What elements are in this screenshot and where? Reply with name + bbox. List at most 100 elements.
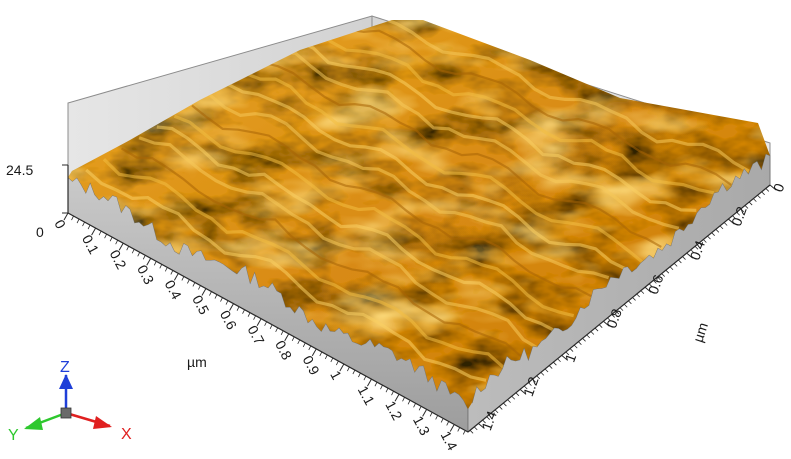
y-axis-minor-tick [698, 242, 703, 247]
x-axis-minor-tick [330, 357, 334, 363]
x-axis-tick [394, 393, 400, 402]
x-axis-minor-tick [269, 324, 273, 329]
surface-ridges [85, 16, 750, 382]
y-axis-tick [686, 252, 694, 259]
surface-ridge [102, 158, 505, 369]
y-axis-minor-tick [482, 419, 486, 424]
x-axis-minor-tick [104, 233, 107, 239]
x-axis-line [67, 212, 469, 433]
x-axis-minor-tick [374, 381, 378, 387]
orientation-triad[interactable]: Z X Y [8, 359, 132, 444]
x-axis-tick [63, 212, 69, 221]
x-axis-minor-tick [126, 246, 130, 251]
y-axis-minor-tick [503, 402, 507, 407]
surface-ridge [350, 16, 750, 173]
x-axis-minor-tick [87, 224, 91, 230]
x-axis-minor-tick [347, 366, 350, 372]
y-axis-minor-tick [590, 331, 595, 335]
x-axis-minor-tick [407, 400, 411, 405]
y-axis-minor-tick [594, 327, 599, 332]
x-axis-tick-label: 0.3 [134, 262, 157, 287]
y-axis-minor-tick [736, 211, 740, 216]
x-axis-minor-tick [324, 354, 328, 360]
x-axis-tick-label: 0.6 [217, 307, 240, 332]
x-axis-minor-tick [413, 403, 416, 408]
surface-ridge [138, 136, 540, 351]
surface-ridge [244, 71, 645, 265]
y-axis-minor-tick [540, 372, 545, 376]
x-axis-minor-tick [440, 418, 444, 423]
y-axis-minor-tick [703, 239, 707, 243]
surface-ridge [120, 147, 522, 358]
triad-y-label: Y [8, 427, 19, 444]
x-axis-tick-label: 1.2 [382, 398, 405, 423]
y-axis-tick-label: 0.8 [603, 306, 625, 330]
y-axis-minor-tick [673, 263, 678, 267]
x-axis-tick [201, 288, 207, 296]
y-axis-minor-tick [657, 276, 661, 281]
x-axis-minor-tick [363, 375, 367, 381]
y-axis-minor-tick [507, 399, 511, 403]
x-axis-minor-tick [429, 412, 433, 417]
x-axis-minor-tick [297, 339, 301, 345]
y-axis-tick [561, 354, 569, 361]
surface-ridge [297, 39, 697, 212]
y-axis-minor-tick [694, 246, 699, 250]
x-axis-minor-tick [385, 388, 389, 393]
x-axis-unit-label: µm [187, 354, 207, 370]
x-axis-minor-tick [236, 306, 240, 311]
x-axis-minor-tick [319, 351, 323, 357]
y-axis-tick-label: 0.6 [645, 272, 667, 296]
x-axis-minor-tick [98, 230, 102, 236]
y-axis-minor-tick [744, 205, 749, 209]
surface-ridge [156, 125, 557, 333]
y-axis-minor-tick [494, 409, 499, 414]
x-axis-tick [118, 242, 124, 251]
y-axis-minor-tick [748, 201, 753, 206]
x-axis-minor-tick [418, 406, 422, 411]
x-axis-minor-tick [164, 267, 168, 272]
y-axis-minor-tick [682, 256, 686, 260]
x-axis-tick-label: 0 [51, 217, 69, 232]
y-axis-minor-tick [665, 269, 670, 274]
surface-ridge [280, 50, 680, 230]
surface-ridge [314, 29, 715, 195]
y-axis-minor-tick [623, 303, 628, 308]
y-axis-minor-tick [719, 225, 724, 230]
surface-ridge [332, 18, 732, 186]
y-axis-tick [603, 320, 610, 327]
x-axis-tick [256, 318, 262, 326]
x-axis-minor-tick [181, 276, 185, 281]
x-axis-tick [173, 273, 179, 281]
x-axis-minor-tick [142, 255, 146, 260]
triad-x-arrowhead-icon [93, 416, 112, 429]
y-axis-minor-tick [511, 395, 516, 400]
x-axis-tick [339, 363, 345, 372]
x-axis-minor-tick [335, 360, 339, 366]
surface-ridge [208, 93, 610, 280]
x-axis-minor-tick [137, 252, 141, 257]
y-axis-minor-tick [490, 412, 495, 417]
x-axis-minor-tick [170, 270, 174, 275]
y-axis-minor-tick [761, 191, 765, 196]
x-axis-minor-tick [446, 421, 450, 426]
y-axis-minor-tick [548, 365, 553, 369]
x-axis-minor-tick [82, 221, 85, 227]
y-axis-minor-tick [653, 280, 657, 284]
y-axis-minor-tick [536, 375, 541, 380]
y-axis-minor-tick [740, 208, 745, 213]
y-axis-tick [644, 286, 652, 293]
y-axis-minor-tick [648, 283, 653, 288]
x-axis-tick [311, 348, 317, 357]
x-axis-tick [229, 303, 234, 311]
z-axis-max-label: 24.5 [6, 162, 33, 178]
x-axis-minor-tick [192, 282, 196, 287]
y-axis-minor-tick [469, 430, 474, 434]
x-axis-tick-label: 0.7 [244, 323, 267, 348]
x-axis-minor-tick [457, 427, 461, 432]
y-axis-minor-tick [757, 194, 761, 199]
x-axis-minor-tick [153, 261, 157, 266]
triad-y-arrowhead-icon [24, 417, 43, 430]
y-axis-tick [478, 423, 485, 429]
